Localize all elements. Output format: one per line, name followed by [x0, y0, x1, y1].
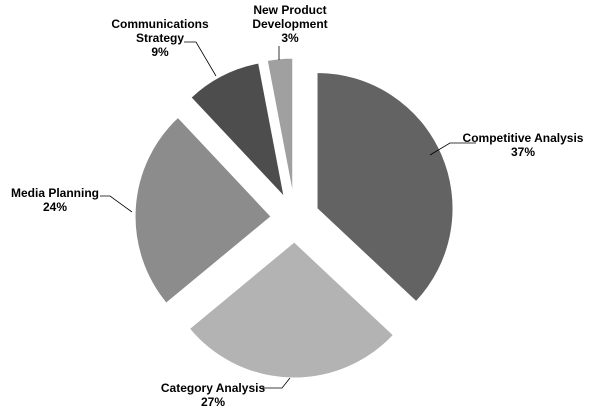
category-label: Category Analysis — [160, 381, 266, 395]
pie-slice — [316, 71, 454, 303]
pie-slice — [188, 241, 395, 379]
value-label: 37% — [510, 145, 536, 159]
value-label: 9% — [151, 45, 169, 59]
slice-label: Media Planning 24% — [0, 186, 135, 214]
slice-label: Communications Strategy 9% — [105, 17, 215, 59]
slice-label: Category Analysis 27% — [133, 381, 293, 409]
slice-label: New Product Development 3% — [235, 3, 345, 45]
value-label: 24% — [42, 200, 68, 214]
leader-line — [429, 142, 476, 156]
leader-line — [262, 377, 291, 389]
leader-line — [184, 41, 217, 77]
pie-slice — [266, 57, 294, 195]
category-label: Communications Strategy — [111, 17, 209, 45]
leader-lines — [100, 41, 476, 389]
pie-slice — [190, 62, 285, 199]
category-label: Media Planning — [10, 186, 99, 200]
value-label: 3% — [281, 31, 299, 45]
value-label: 27% — [200, 395, 226, 409]
category-label: Competitive Analysis — [462, 131, 584, 145]
leader-line — [100, 195, 133, 213]
category-label: New Product Development — [252, 3, 328, 31]
pie-slice — [134, 116, 272, 304]
slice-label: Competitive Analysis 37% — [443, 131, 600, 159]
